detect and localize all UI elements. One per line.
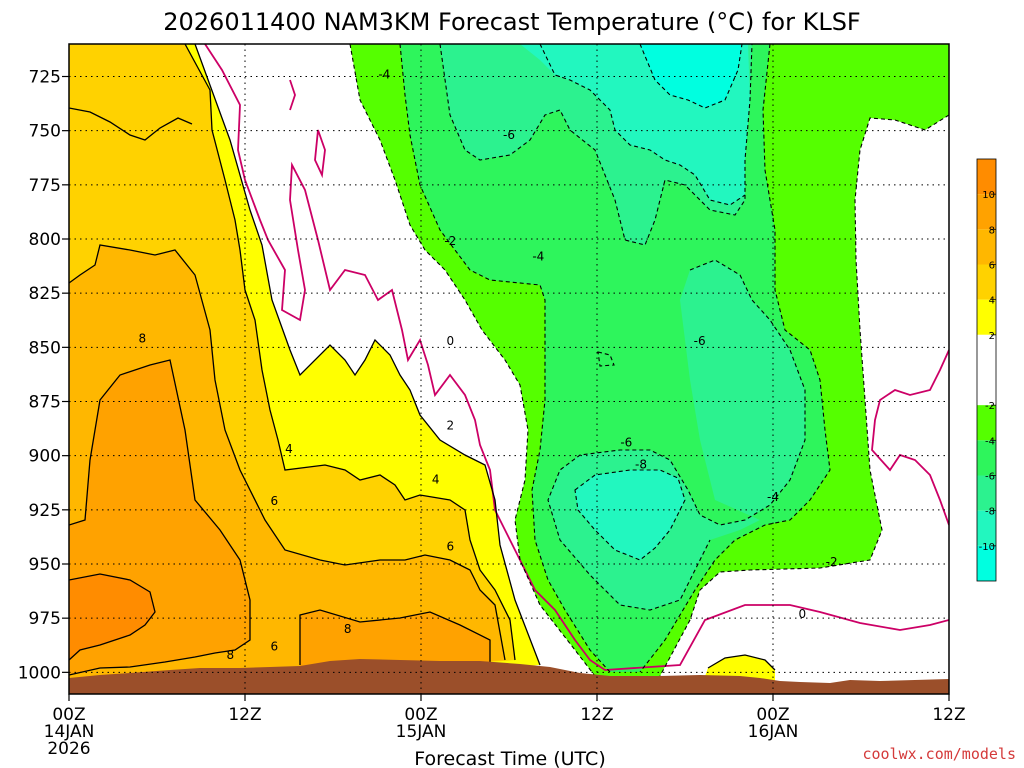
isotherm-plus-6 [69,244,506,661]
x-tick-year-0: 2026 [47,739,90,759]
isotherm-minus-4 [399,44,611,673]
isotherm-plus-2-small [707,654,776,671]
x-tick-date-0: 14JAN [44,722,95,742]
isotherm-minus-6-blob [597,351,615,367]
y-tick-label-825: 825 [29,284,61,304]
isotherm-minus-6 [439,44,753,246]
x-tick-date-24: 15JAN [396,722,447,742]
contour-label-1: -6 [503,128,515,142]
colorbar-frame [976,158,997,582]
y-tick-label-775: 775 [29,176,61,196]
x-tick-label-0: 00Z [52,705,85,725]
contour-label-14: -4 [767,490,779,504]
contour-label-16: 8 [344,622,352,636]
colorbar-bin-5 [977,334,996,406]
isotherm-minus-8-upper [539,44,746,206]
freezing-contours [204,44,949,671]
colorbar-bin-7 [977,440,996,476]
region-warm-10-12 [69,574,155,660]
contour-label-15: -2 [826,555,838,569]
y-tick-label-1000: 1000 [18,663,61,683]
y-tick-label-800: 800 [29,230,61,250]
x-axis-label: Forecast Time (UTC) [414,748,605,768]
x-tick-date-48: 16JAN [748,722,799,742]
colorbar-bin-3 [977,264,996,300]
contour-label-17: 6 [271,639,279,653]
freezing-line-main [204,44,949,671]
colorbar-label--2: -2 [985,401,995,412]
contour-label-13: 6 [447,540,455,554]
colorbar-bin-9 [977,510,996,546]
ground-terrain [69,659,949,694]
contour-label-0: -4 [378,67,390,81]
colorbar-label--8: -8 [985,507,995,518]
contour-label-9: 4 [432,473,440,487]
colorbar-label-4: 4 [989,296,995,307]
colorbar-bin-10 [977,545,996,581]
x-tick-label-12: 12Z [228,705,261,725]
contour-label-4: 0 [447,334,455,348]
isotherm-minus-2-b [659,114,949,677]
plot-frame [68,43,950,695]
x-tick-label-36: 12Z [580,705,613,725]
contour-label-12: 6 [271,494,279,508]
isotherm-minus-6-b [547,259,806,611]
contour-label-2: -2 [444,234,456,248]
x-tick-label-60: 12Z [932,705,965,725]
colorbar-label--6: -6 [985,472,995,483]
colorbar-label-6: 6 [989,261,995,272]
plot-area [69,44,949,694]
colorbar-label--10: -10 [979,542,995,553]
contour-label-6: -6 [694,334,706,348]
y-tick-label-975: 975 [29,609,61,629]
colorbar-bin-1 [977,194,996,230]
y-tick-label-725: 725 [29,68,61,88]
y-axis: 725 750 775 800 825 850 875 900 925 950 975 1000 [18,68,69,683]
contour-label-7: 8 [139,332,147,346]
y-tick-label-875: 875 [29,393,61,413]
y-tick-label-900: 900 [29,447,61,467]
contour-label-3: -4 [532,249,544,263]
colorbar-label-2: 2 [989,331,995,342]
contour-label-19: 0 [799,607,807,621]
y-tick-label-925: 925 [29,501,61,521]
isotherm-minus-2 [349,44,596,677]
colorbar-label-8: 8 [989,225,995,236]
isotherm-plus-4 [184,44,516,661]
y-tick-label-750: 750 [29,122,61,142]
grid [69,44,949,694]
colorbar-label-10: 10 [982,190,995,201]
freezing-loop-1 [289,79,296,111]
colorbar-bin-4 [977,299,996,335]
y-tick-label-850: 850 [29,338,61,358]
isotherm-plus-8 [69,359,251,676]
x-tick-label-24: 00Z [404,705,437,725]
contour-label-11: -8 [635,457,647,471]
isotherm-plus-6-upper [69,107,193,141]
freezing-loop-2 [314,129,326,179]
x-tick-label-48: 00Z [756,705,789,725]
colorbar-bin-8 [977,475,996,511]
contour-label-10: -6 [620,436,632,450]
isotherm-plus-2 [194,44,541,666]
colorbar: 10 8 6 4 2 -2 -4 -6 -8 -10 [976,158,997,582]
watermark: coolwx.com/models [862,745,1016,763]
colorbar-bin-0 [977,159,996,195]
y-tick-label-950: 950 [29,555,61,575]
colorbar-bin-2 [977,229,996,265]
region-warm-8-10 [69,360,490,675]
isotherm-plus-10 [69,573,156,661]
chart-title: 2026011400 NAM3KM Forecast Temperature (… [163,8,860,36]
colorbar-label--4: -4 [985,436,995,447]
contour-label-18: 8 [227,648,235,662]
contour-label-5: 2 [447,418,455,432]
isotherm-minus-10 [639,44,743,109]
colorbar-bin-6 [977,405,996,441]
contour-label-8: 4 [285,442,293,456]
freezing-line-right [871,349,949,526]
